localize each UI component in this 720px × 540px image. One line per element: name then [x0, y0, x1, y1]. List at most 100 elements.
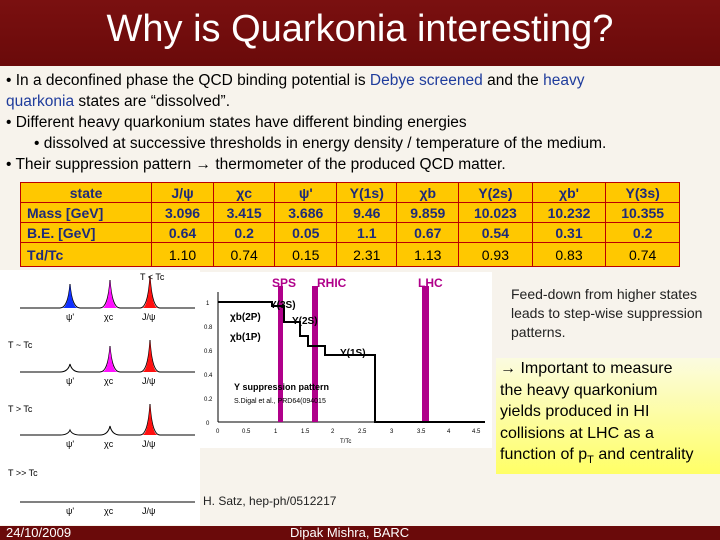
table-cell: 0.15 [274, 242, 338, 267]
table-cell: 0.2 [212, 222, 276, 243]
sps-band [278, 286, 283, 422]
table-header-cell: χb' [531, 182, 607, 203]
temp-label: T ~ Tc [8, 340, 33, 350]
state-label: χb(2P) [230, 312, 261, 323]
state-label: Υ(3S) [270, 300, 296, 311]
table-header-cell: J/ψ [151, 182, 214, 203]
table-row: Td/Tc 1.10 0.74 0.15 2.31 1.13 0.93 0.83… [19, 242, 680, 267]
spectra-row-2: T ~ Tc ψ' χc J/ψ [8, 339, 195, 386]
table-cell: 10.232 [531, 202, 607, 223]
table-cell: 0.93 [458, 242, 533, 267]
rhic-band [312, 286, 318, 422]
table-row: B.E. [GeV] 0.64 0.2 0.05 1.1 0.67 0.54 0… [19, 222, 680, 243]
bullet-2: • Different heavy quarkonium states have… [6, 114, 467, 131]
heavy-text: heavy [543, 72, 585, 89]
table-cell: 0.64 [151, 222, 214, 243]
lhc-band [422, 286, 429, 422]
table-cell: 1.13 [396, 242, 460, 267]
peak-label: ψ' [66, 439, 74, 449]
legend-title: Υ suppression pattern [234, 382, 329, 392]
temp-label: T > Tc [8, 404, 33, 414]
table-cell: 0.31 [531, 222, 607, 243]
x-tick: 2 [331, 429, 335, 435]
table-cell: 0.83 [531, 242, 607, 267]
peak-label: J/ψ [142, 376, 155, 386]
x-tick: 1.5 [301, 429, 310, 435]
table-cell: 10.023 [458, 202, 533, 223]
state-label: Υ(1S) [340, 348, 366, 359]
temp-label: T >> Tc [8, 468, 38, 478]
table-cell: B.E. [GeV] [19, 222, 153, 243]
bullet-2-sub: • dissolved at successive thresholds in … [34, 135, 607, 152]
table-cell: 1.1 [336, 222, 398, 243]
peak-label: J/ψ [142, 439, 155, 449]
footer-bar: 24/10/2009 Dipak Mishra, BARC [0, 525, 720, 540]
important-box: → Important to measure the heavy quarkon… [496, 358, 720, 474]
peak-label: J/ψ [142, 506, 155, 516]
x-tick: 0.5 [242, 429, 251, 435]
table-cell: 1.10 [151, 242, 214, 267]
temp-label: T < Tc [140, 272, 165, 282]
x-tick: 3 [390, 429, 394, 435]
suppression-plot: SPS RHIC LHC Υ(3S) χb(2P) Υ(2S) χb(1P) Υ… [200, 272, 492, 448]
footer-date: 24/10/2009 [6, 525, 72, 540]
table-cell: 3.415 [212, 202, 276, 223]
y-tick: 0.8 [204, 325, 213, 331]
table-header-cell: Υ(2s) [458, 182, 533, 203]
spectra-row-4: T >> Tc ψ' χc J/ψ [8, 468, 195, 516]
suppression-curve [218, 301, 485, 423]
table-cell: 3.096 [151, 202, 214, 223]
table-header-cell: ψ' [274, 182, 338, 203]
table-cell: 10.355 [605, 202, 680, 223]
important-line: yields produced in HI [500, 403, 650, 420]
table-header-cell: Υ(3s) [605, 182, 680, 203]
y-tick: 1 [206, 301, 210, 307]
y-tick: 0 [206, 421, 210, 427]
x-tick: 0 [216, 429, 220, 435]
table-cell: Mass [GeV] [19, 202, 153, 223]
table-cell: 9.859 [396, 202, 460, 223]
peak-label: χc [104, 376, 114, 386]
important-line: function of pT and centrality [500, 446, 694, 467]
state-label: Υ(2S) [292, 316, 318, 327]
table-header-cell: χb [396, 182, 460, 203]
table-cell: 0.74 [212, 242, 276, 267]
footer-author: Dipak Mishra, BARC [290, 525, 410, 540]
table-row: Mass [GeV] 3.096 3.415 3.686 9.46 9.859 … [19, 202, 680, 223]
x-tick: 4.5 [472, 429, 481, 435]
peak-label: χc [104, 506, 114, 516]
x-tick: 1 [274, 429, 278, 435]
bullet-1: • In a deconfined phase the QCD binding … [6, 72, 585, 89]
x-tick: 4 [447, 429, 451, 435]
peak-label: χc [104, 439, 114, 449]
x-tick: 3.5 [417, 429, 426, 435]
peak-label: ψ' [66, 376, 74, 386]
table-cell: 0.2 [605, 222, 680, 243]
table-header-cell: Υ(1s) [336, 182, 398, 203]
suppression-svg: SPS RHIC LHC Υ(3S) χb(2P) Υ(2S) χb(1P) Υ… [204, 276, 485, 445]
table-cell: Td/Tc [19, 242, 153, 267]
table-cell: 3.686 [274, 202, 338, 223]
feed-down-note: Feed-down from higher states leads to st… [511, 286, 703, 340]
table-cell: 0.05 [274, 222, 338, 243]
y-tick: 0.4 [204, 373, 213, 379]
peak-label: J/ψ [142, 312, 155, 322]
quarkonium-table: state J/ψ χc ψ' Υ(1s) χb Υ(2s) χb' Υ(3s)… [19, 182, 680, 267]
debye-screened-text: Debye screened [369, 72, 483, 89]
important-line: → Important to measure [500, 360, 673, 377]
table-header-cell: χc [212, 182, 276, 203]
table-cell: 0.67 [396, 222, 460, 243]
lhc-label: LHC [418, 276, 443, 290]
y-tick: 0.6 [204, 349, 213, 355]
table-header-cell: state [19, 182, 153, 203]
x-tick: 2.5 [358, 429, 367, 435]
bullet-list: • In a deconfined phase the QCD binding … [6, 70, 714, 175]
table-cell: 0.74 [605, 242, 680, 267]
spectral-panel: T < Tc ψ' χc J/ψ T ~ Tc ψ' χc J/ψ T > Tc… [0, 270, 200, 525]
peak-label: ψ' [66, 312, 74, 322]
table-cell: 0.54 [458, 222, 533, 243]
table-cell: 9.46 [336, 202, 398, 223]
table-header-row: state J/ψ χc ψ' Υ(1s) χb Υ(2s) χb' Υ(3s) [19, 182, 680, 203]
spectral-svg: T < Tc ψ' χc J/ψ T ~ Tc ψ' χc J/ψ T > Tc… [8, 272, 195, 516]
state-label: χb(1P) [230, 332, 261, 343]
